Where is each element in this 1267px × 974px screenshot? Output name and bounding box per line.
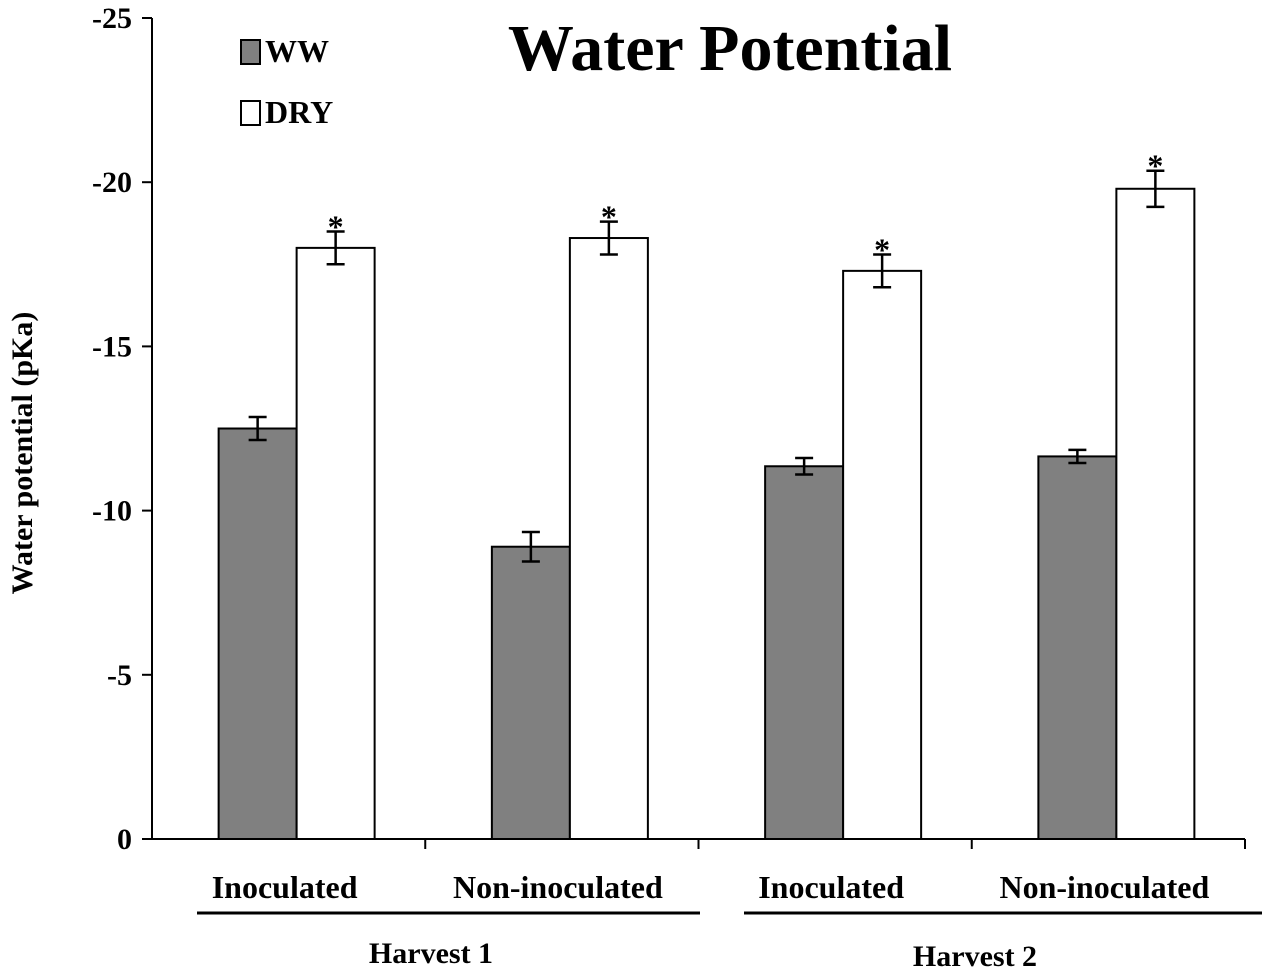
legend-label-dry: DRY xyxy=(265,94,333,130)
y-tick-label: 0 xyxy=(117,823,132,856)
y-tick-label: -10 xyxy=(92,495,132,528)
significance-marker: * xyxy=(601,199,617,235)
legend-label-ww: WW xyxy=(265,33,329,69)
bar-dry xyxy=(568,237,649,840)
x-category-label: Inoculated xyxy=(758,869,904,905)
significance-marker: * xyxy=(874,231,890,267)
legend: WW DRY xyxy=(240,33,333,130)
y-tick-label: -15 xyxy=(92,330,132,363)
group-label: Harvest 2 xyxy=(913,940,1037,973)
y-tick-label: -20 xyxy=(92,166,132,199)
x-category-label: Inoculated xyxy=(212,869,358,905)
labels: * Inoculated * Non-inoculated * Inoculated * No… xyxy=(197,148,1262,973)
bar-dry xyxy=(1115,187,1196,840)
y-tick-label: -25 xyxy=(92,2,132,35)
y-tick-label: -5 xyxy=(107,659,132,692)
bar-ww xyxy=(1037,455,1118,840)
significance-marker: * xyxy=(1147,148,1163,184)
x-category-label: Non-inoculated xyxy=(999,869,1209,905)
x-category-label: Non-inoculated xyxy=(453,869,663,905)
group-label: Harvest 1 xyxy=(369,937,493,970)
bar-dry xyxy=(842,269,923,841)
bar-ww xyxy=(217,427,298,840)
bar-dry xyxy=(295,246,376,840)
legend-swatch-ww xyxy=(240,39,261,65)
bars xyxy=(217,169,1196,841)
y-axis-title: Water potential (pKa) xyxy=(6,312,39,595)
significance-marker: * xyxy=(328,208,344,244)
chart-title: Water Potential xyxy=(508,12,952,85)
bar-ww xyxy=(764,465,845,840)
legend-swatch-dry xyxy=(240,100,261,126)
bar-ww xyxy=(490,545,571,840)
